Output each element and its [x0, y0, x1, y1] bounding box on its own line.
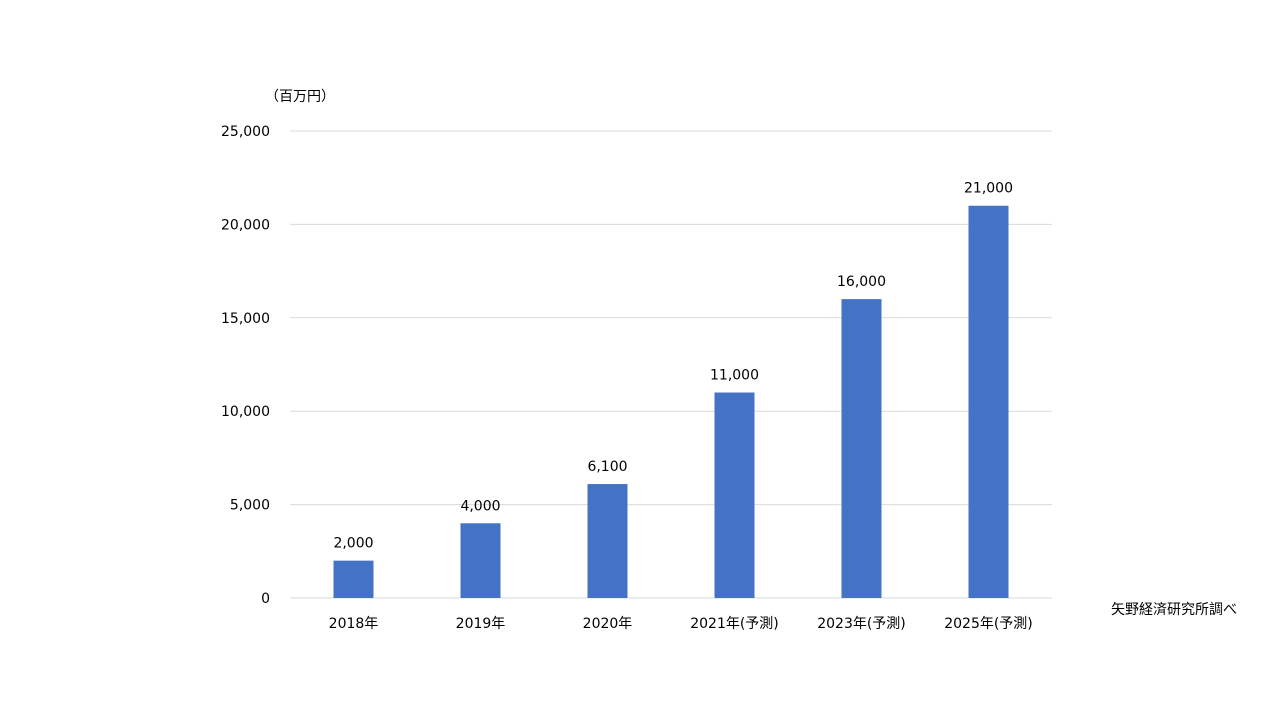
- data-label: 2,000: [333, 536, 373, 552]
- y-tick-label: 10,000: [221, 404, 270, 420]
- x-tick-label: 2023年(予測): [817, 616, 906, 632]
- bar: [587, 484, 628, 598]
- gridlines: [290, 130, 1052, 599]
- y-tick-label: 5,000: [230, 498, 270, 514]
- x-tick-labels: 2018年 2019年 2020年 2021年(予測) 2023年(予測) 2025年(予…: [329, 616, 1033, 632]
- y-tick-label: 25,000: [221, 124, 270, 140]
- bar: [968, 205, 1009, 598]
- y-tick-label: 0: [261, 591, 270, 607]
- x-tick-label: 2019年: [456, 616, 506, 632]
- data-label: 6,100: [587, 459, 627, 475]
- bar: [714, 392, 755, 598]
- data-label: 21,000: [964, 181, 1013, 197]
- x-tick-label: 2025年(予測): [944, 616, 1033, 632]
- data-labels: 2,000 4,000 6,100 11,000 16,000 21,000: [333, 181, 1013, 552]
- bar: [460, 523, 501, 598]
- y-tick-label: 15,000: [221, 311, 270, 327]
- data-label: 4,000: [460, 498, 500, 514]
- source-label: 矢野経済研究所調べ: [1111, 602, 1237, 618]
- x-tick-label: 2018年: [329, 616, 379, 632]
- y-tick-labels: 0 5,000 10,000 15,000 20,000 25,000: [221, 124, 270, 607]
- bar: [841, 299, 882, 598]
- data-label: 16,000: [837, 274, 886, 290]
- y-tick-label: 20,000: [221, 217, 270, 233]
- y-axis-unit-label: （百万円）: [265, 89, 335, 105]
- x-tick-label: 2020年: [583, 616, 633, 632]
- x-tick-label: 2021年(予測): [690, 616, 779, 632]
- bars: [333, 205, 1009, 598]
- bar: [333, 560, 374, 598]
- data-label: 11,000: [710, 368, 759, 384]
